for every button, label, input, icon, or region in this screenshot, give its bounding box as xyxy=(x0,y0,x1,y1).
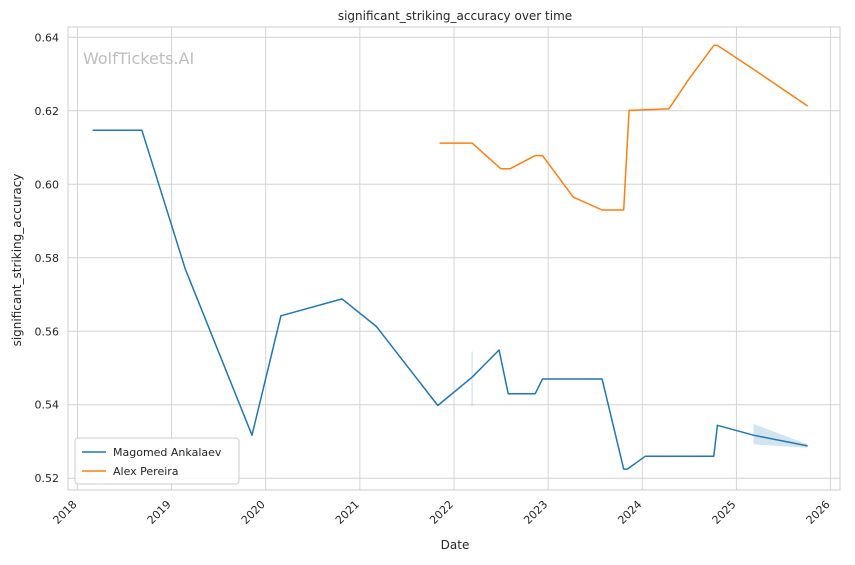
legend-box xyxy=(74,437,240,485)
y-tick-label: 0.52 xyxy=(35,472,60,485)
y-tick-label: 0.56 xyxy=(35,325,60,338)
legend-label-alex-pereira: Alex Pereira xyxy=(113,465,179,478)
y-tick-label: 0.60 xyxy=(35,178,60,191)
band-layer xyxy=(471,351,808,448)
y-tick-label: 0.64 xyxy=(35,31,60,44)
plot-frame xyxy=(67,26,841,491)
chart-title: significant_striking_accuracy over time xyxy=(338,9,572,23)
y-tick-label: 0.54 xyxy=(35,399,60,412)
series-layer xyxy=(92,44,809,470)
y-tick-label: 0.62 xyxy=(35,105,60,118)
y-axis-title: significant_striking_accuracy xyxy=(10,174,24,347)
series-line-magomed-ankalaev xyxy=(92,129,808,470)
confidence-band-magomed-ankalaev xyxy=(753,423,808,448)
y-tick-labels: 0.52 0.54 0.56 0.58 0.60 0.62 0.64 xyxy=(35,31,60,485)
y-tick-label: 0.58 xyxy=(35,252,60,265)
legend-label-magomed-ankalaev: Magomed Ankalaev xyxy=(113,446,222,459)
legend: Magomed Ankalaev Alex Pereira xyxy=(74,437,240,485)
grid-layer xyxy=(68,27,840,490)
watermark: WolfTickets.AI xyxy=(83,49,194,68)
series-line-alex-pereira xyxy=(439,44,809,211)
x-axis-title: Date xyxy=(441,538,470,552)
